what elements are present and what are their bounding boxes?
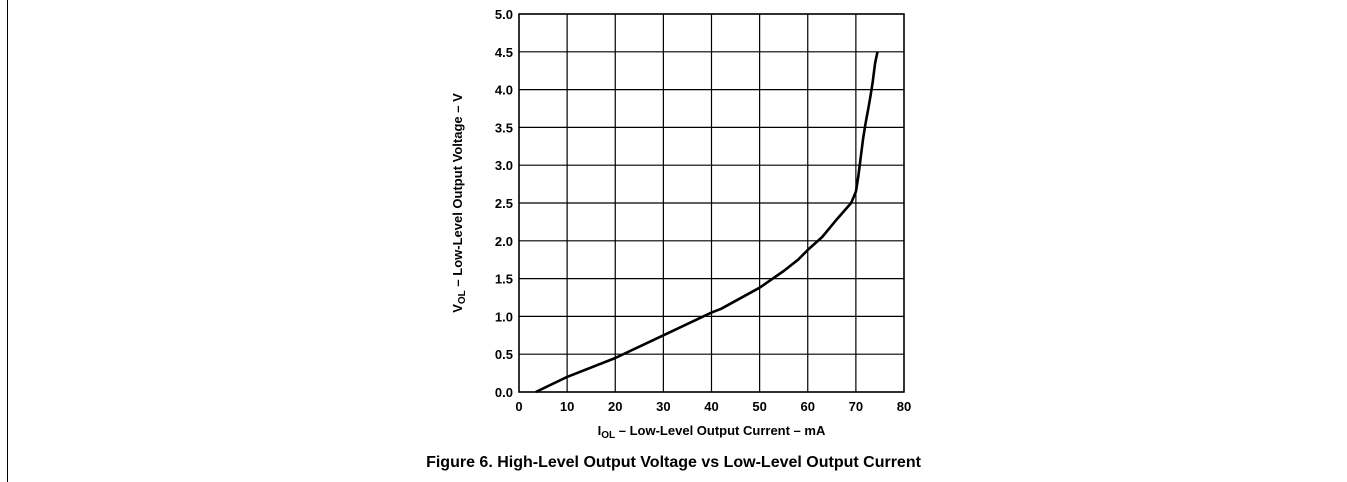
x-tick-label: 20 — [608, 399, 622, 414]
y-tick-label: 5.0 — [495, 7, 513, 22]
series-layer — [535, 51, 879, 394]
figure-caption: Figure 6. High-Level Output Voltage vs L… — [426, 454, 921, 471]
y-tick-label: 4.0 — [495, 83, 513, 98]
x-axis-label: IOL – Low-Level Output Current – mA — [598, 423, 826, 441]
x-tick-label: 60 — [801, 399, 815, 414]
x-tick-label: 0 — [515, 399, 522, 414]
y-tick-label: 2.0 — [495, 234, 513, 249]
y-tick-label: 0.5 — [495, 347, 513, 362]
x-tick-label: 70 — [849, 399, 863, 414]
y-axis-ticks: 0.0 0.5 1.0 1.5 2.0 2.5 3.0 3.5 4.0 4.5 5.0 — [495, 7, 513, 400]
x-tick-label: 30 — [656, 399, 670, 414]
x-tick-label: 50 — [752, 399, 766, 414]
page-left-rule — [7, 0, 8, 482]
y-tick-label: 1.5 — [495, 272, 513, 287]
y-tick-label: 2.5 — [495, 196, 513, 211]
y-tick-label: 3.5 — [495, 120, 513, 135]
x-tick-label: 80 — [897, 399, 911, 414]
x-tick-label: 40 — [704, 399, 718, 414]
y-tick-label: 3.0 — [495, 158, 513, 173]
plot-area — [518, 13, 905, 393]
y-tick-label: 0.0 — [495, 385, 513, 400]
x-axis-ticks: 0 10 20 30 40 50 60 70 80 — [515, 399, 911, 414]
series-line — [535, 51, 879, 394]
x-tick-label: 10 — [560, 399, 574, 414]
y-tick-label: 4.5 — [495, 45, 513, 60]
grid — [518, 13, 905, 393]
y-tick-label: 1.0 — [495, 309, 513, 324]
y-axis-label: VOL – Low-Level Output Voltage – V — [450, 93, 468, 313]
